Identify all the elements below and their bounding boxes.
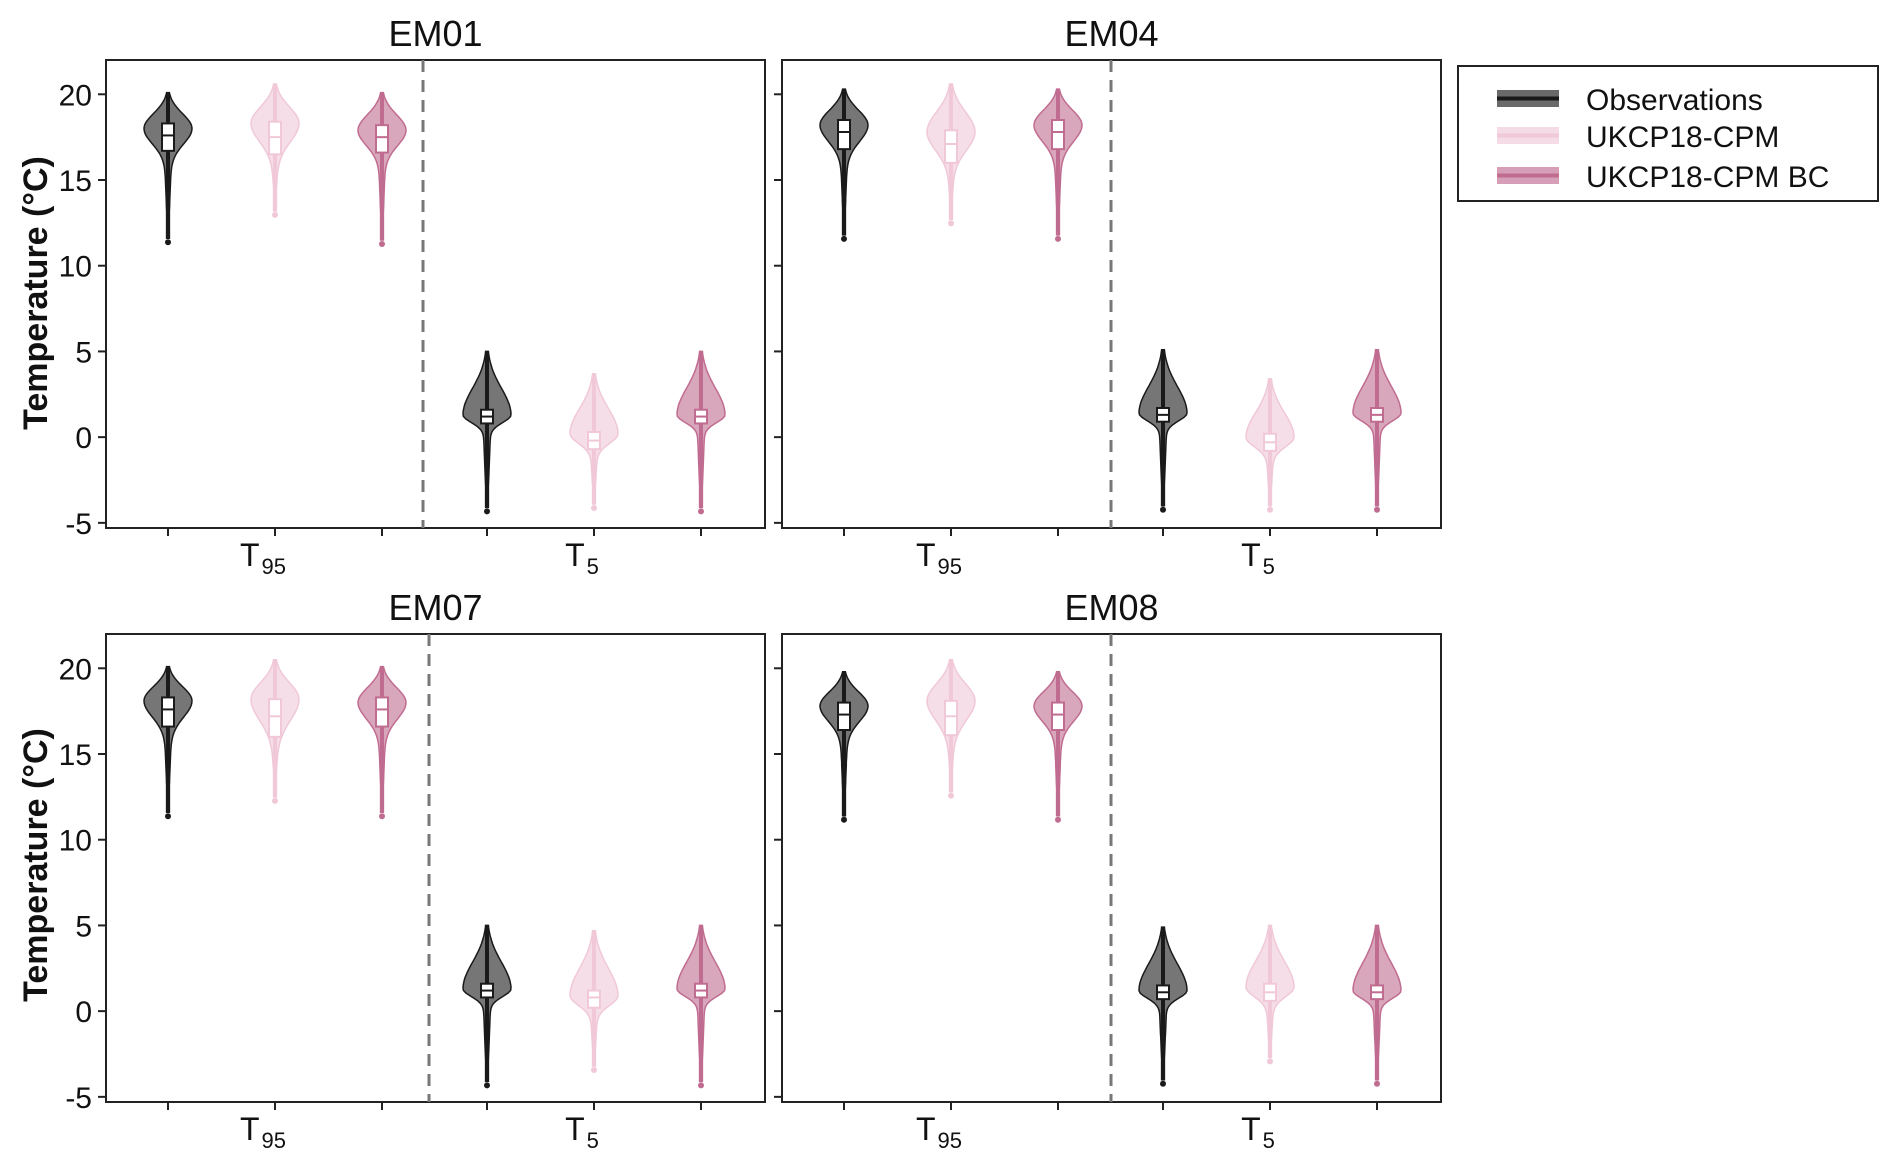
category-sub-t5: 5: [1263, 1128, 1275, 1153]
category-label-t5: T5: [1241, 537, 1275, 579]
category-sub-t95: 95: [938, 554, 962, 579]
category-sub-t5: 5: [1263, 554, 1275, 579]
y-tick-label: 15: [59, 165, 92, 198]
category-label-t5: T5: [565, 1111, 599, 1153]
outlier-observations-t95: [165, 239, 171, 246]
outlier-ukcp18_cpm-t95: [272, 211, 278, 218]
box-observations-t95: [161, 122, 175, 152]
y-tick-label: 5: [75, 910, 92, 943]
outlier-ukcp18_cpm_bc-t5: [1374, 1080, 1380, 1087]
outlier-ukcp18_cpm_bc-t95: [1055, 816, 1061, 823]
outlier-observations-t5: [1160, 1080, 1166, 1087]
legend-label-ukcp18-cpm-bc: UKCP18-CPM BC: [1586, 161, 1829, 194]
y-tick-label: 0: [75, 422, 92, 455]
outlier-ukcp18_cpm_bc-t5: [1374, 506, 1380, 513]
legend: Observations UKCP18-CPM UKCP18-CPM BC: [1457, 65, 1879, 202]
y-axis-label-bottom: Temperature (°C): [17, 728, 55, 1002]
legend-entry-ukcp18-cpm: UKCP18-CPM: [1497, 121, 1779, 154]
box-ukcp18_cpm_bc-t95: [375, 124, 389, 154]
box-observations-t95: [837, 701, 851, 731]
panel-em08: EM08 T95 T5: [774, 587, 1442, 1153]
outlier-ukcp18_cpm_bc-t95: [379, 241, 385, 247]
category-sub-t5: 5: [587, 1128, 599, 1153]
box-ukcp18_cpm-t95: [944, 699, 958, 737]
outlier-observations-t5: [484, 508, 490, 515]
outlier-observations-t95: [841, 816, 847, 823]
legend-label-ukcp18-cpm: UKCP18-CPM: [1586, 121, 1779, 154]
y-tick-label: 5: [75, 336, 92, 369]
box-ukcp18_cpm-t95: [944, 129, 958, 164]
legend-label-observations: Observations: [1586, 84, 1763, 117]
outlier-ukcp18_cpm-t95: [948, 220, 954, 227]
panel-em04: EM04 T95 T5: [774, 13, 1442, 579]
y-tick-label: 0: [75, 996, 92, 1029]
panel-title: EM01: [388, 13, 482, 54]
outlier-ukcp18_cpm_bc-t95: [379, 813, 385, 820]
outlier-observations-t95: [841, 235, 847, 242]
outlier-ukcp18_cpm-t5: [1267, 506, 1273, 513]
category-sub-t95: 95: [938, 1128, 962, 1153]
category-label-t5: T5: [565, 537, 599, 579]
y-tick-label: -5: [65, 508, 92, 541]
panel-em01: EM01 -5 0 5 10 15 20 T95 T5: [59, 13, 766, 579]
category-label-t95: T95: [240, 1111, 286, 1153]
outlier-ukcp18_cpm_bc-t5: [698, 508, 704, 515]
y-tick-label: -5: [65, 1082, 92, 1115]
category-label-t95: T95: [240, 537, 286, 579]
category-label-t5: T5: [1241, 1111, 1275, 1153]
box-observations-t95: [161, 696, 175, 728]
panel-title: EM07: [388, 587, 482, 628]
box-observations-t95: [837, 119, 851, 151]
panel-frame: [105, 633, 766, 1103]
panel-frame: [105, 59, 766, 529]
outlier-ukcp18_cpm_bc-t5: [698, 1082, 704, 1089]
outlier-ukcp18_cpm-t5: [591, 1067, 597, 1073]
outlier-ukcp18_cpm-t95: [948, 792, 954, 799]
outlier-observations-t95: [165, 813, 171, 820]
y-axis-label-top: Temperature (°C): [17, 156, 55, 430]
box-ukcp18_cpm_bc-t95: [375, 696, 389, 728]
panel-title: EM04: [1064, 13, 1158, 54]
category-sub-t95: 95: [262, 1128, 286, 1153]
outlier-observations-t5: [1160, 506, 1166, 513]
y-tick-label: 10: [59, 251, 92, 284]
category-label-t95: T95: [916, 1111, 962, 1153]
outlier-ukcp18_cpm_bc-t95: [1055, 235, 1061, 242]
outlier-ukcp18_cpm-t95: [272, 797, 278, 804]
box-ukcp18_cpm_bc-t95: [1051, 701, 1065, 731]
y-tick-label: 20: [59, 653, 92, 686]
category-label-t95: T95: [916, 537, 962, 579]
panel-title: EM08: [1064, 587, 1158, 628]
box-ukcp18_cpm_bc-t95: [1051, 119, 1065, 151]
box-ukcp18_cpm-t5: [587, 989, 601, 1009]
outlier-ukcp18_cpm-t5: [1267, 1058, 1273, 1065]
legend-entry-ukcp18-cpm-bc: UKCP18-CPM BC: [1497, 161, 1829, 194]
panels: EM01 -5 0 5 10 15 20 T95 T5 EM04 T95 T5 EM07 -5 0 5 10 15…: [59, 13, 1442, 1153]
y-tick-label: 15: [59, 739, 92, 772]
category-sub-t5: 5: [587, 554, 599, 579]
y-tick-label: 10: [59, 825, 92, 858]
panel-em07: EM07 -5 0 5 10 15 20 T95 T5: [59, 587, 766, 1153]
legend-entry-observations: Observations: [1497, 84, 1763, 117]
box-ukcp18_cpm-t95: [268, 698, 282, 738]
category-sub-t95: 95: [262, 554, 286, 579]
y-tick-label: 20: [59, 79, 92, 112]
outlier-ukcp18_cpm-t5: [591, 505, 597, 511]
outlier-observations-t5: [484, 1082, 490, 1089]
